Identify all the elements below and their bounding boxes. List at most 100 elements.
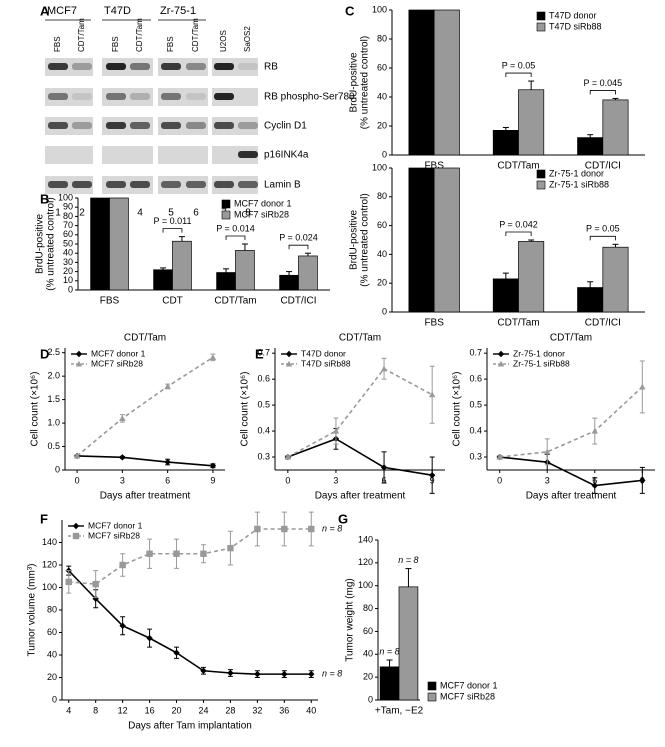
y-tick-label: 0.5 [47,441,60,451]
legend-label: MCF7 siRb28 [440,691,495,701]
blot-band [186,122,206,129]
blot-band [48,93,68,100]
y-tick-label: 0.3 [469,451,482,461]
blot-band [106,93,126,100]
lane-number: 6 [193,208,199,219]
panel-label: E [255,346,264,361]
x-tick-label: 24 [198,705,208,715]
bar [492,130,519,156]
lane-label: SaOS2 [243,26,252,52]
marker [308,670,315,678]
series-line [68,528,312,585]
marker [227,669,234,677]
p-value: P = 0.05 [586,224,620,234]
y-axis-label: Tumor weight (mg) [345,578,356,662]
x-axis-label: Days after treatment [315,491,406,502]
x-tick-label: 8 [93,705,98,715]
x-tick-label: CDT [162,296,183,307]
panel-label: D [40,346,49,361]
cell-line-label: MCF7 [47,5,77,17]
y-tick-label: 60 [377,62,387,72]
marker [146,550,153,557]
protein-label: p16INK4a [264,150,309,161]
n-label: n = 8 [398,555,418,565]
marker [285,350,293,358]
y-tick-label: 2.0 [47,371,60,381]
y-tick-label: 40 [47,649,57,659]
marker [281,670,288,678]
y-axis-label: BrdU-positive [349,52,360,112]
legend-label: MCF7 donor 1 [91,348,146,358]
legend-label: Zr-75-1 donor [513,348,565,358]
marker [75,350,83,358]
blot-band [214,93,234,100]
lane-label: FBS [166,36,175,52]
legend-swatch [536,180,546,190]
blot-strip [45,176,93,194]
blot-band [106,181,126,188]
y-tick-label: 100 [58,192,73,202]
lane-label: U2OS [219,30,228,52]
marker [591,482,598,489]
p-value: P = 0.011 [154,216,192,226]
y-tick-label: 0.4 [469,425,482,435]
lane-label: FBS [53,36,62,52]
legend-swatch [536,22,546,32]
lane-label: FBS [111,36,120,52]
series-line [77,455,213,467]
marker [200,667,207,674]
significance-bracket [505,72,532,78]
y-tick-label: 40 [377,249,387,259]
legend-label: MCF7 siRb28 [91,358,143,368]
blot-band [214,122,234,129]
y-tick-label: 90 [63,202,73,212]
marker [308,525,315,533]
marker [72,522,80,530]
chart-title: CDT/Tam [124,333,166,344]
legend-label: T47D siRb88 [301,358,351,368]
lane-label: CDT/Tam [191,18,200,52]
y-axis-label: Tumor volume (mm³) [27,564,38,657]
y-tick-label: 10 [63,275,73,285]
blot-strip [212,176,258,194]
y-tick-label: 0.6 [469,374,482,384]
marker [496,453,503,460]
blot-strip [212,88,258,106]
marker [380,464,388,471]
bar [235,250,255,291]
bar [602,246,629,313]
blot-strip [158,58,208,76]
protein-label: Cyclin D1 [264,121,307,132]
x-tick-label: 6 [165,475,170,485]
bar [577,287,604,313]
marker [254,525,261,533]
blot-band [238,151,258,158]
blot-band [214,63,234,70]
blot-band [130,122,150,129]
x-tick-label: 16 [145,705,155,715]
y-tick-label: 1.5 [47,394,60,404]
y-tick-label: 0.7 [257,348,270,358]
blot-band [161,93,181,100]
x-tick-label: FBS [424,161,444,172]
lane-label: CDT/Tam [135,18,144,52]
y-axis-label: BrdU-positive [349,210,360,270]
blot-band [161,122,181,129]
x-tick-label: 0 [497,475,502,485]
y-tick-label: 20 [377,278,387,288]
blot-band [130,63,150,70]
y-tick-label: 120 [42,559,57,569]
series-line [499,386,643,458]
marker [119,454,126,461]
y-tick-label: 0.6 [257,374,270,384]
panel-label: A [40,3,50,18]
significance-bracket [505,231,532,236]
x-tick-label: 3 [120,475,125,485]
x-tick-label: 3 [333,475,338,485]
marker [497,350,505,358]
bar [153,269,173,291]
marker [254,670,261,678]
lane-number: 1 [55,208,61,219]
x-tick-label: CDT/Tam [214,296,256,307]
